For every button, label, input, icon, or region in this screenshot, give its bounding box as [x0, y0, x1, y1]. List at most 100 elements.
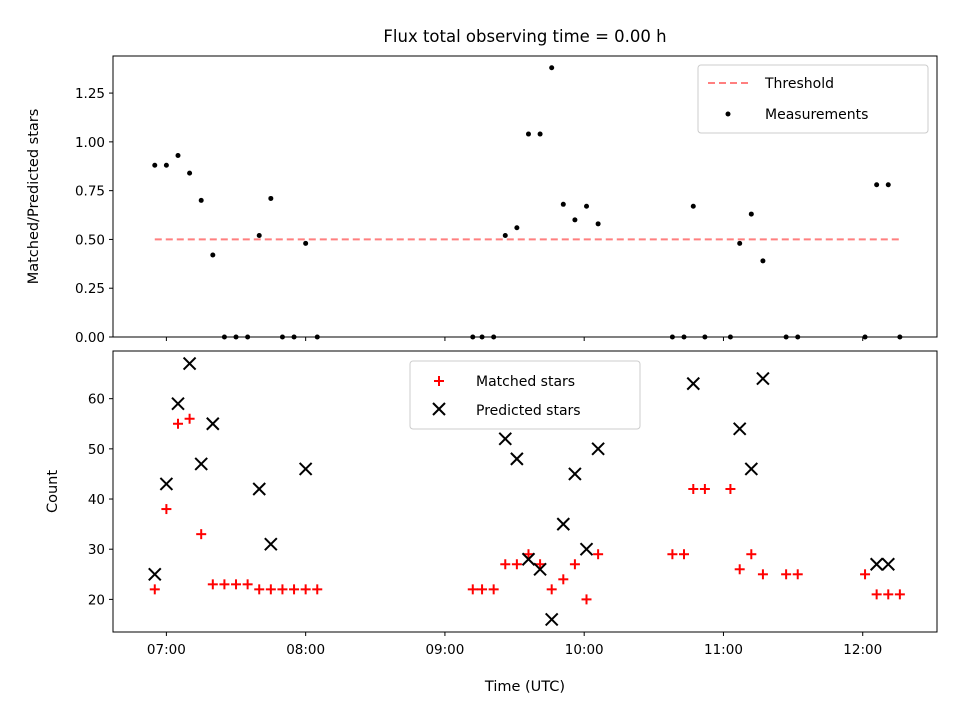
- predicted-star-point: [869, 557, 884, 571]
- matched-star-point: [678, 549, 689, 560]
- predicted-star-point: [159, 477, 174, 491]
- bottom-legend: Matched stars Predicted stars: [409, 360, 641, 430]
- predicted-star-point: [556, 517, 571, 531]
- legend-threshold-label: Threshold: [764, 76, 834, 92]
- predicted-star-point: [533, 562, 547, 576]
- bottom-y-tick-label: 40: [88, 492, 105, 508]
- matched-star-point: [207, 579, 218, 590]
- matched-star-point: [569, 559, 580, 570]
- predicted-star-point: [544, 612, 559, 627]
- matched-star-point: [477, 584, 488, 595]
- bottom-y-axis-label: Count: [45, 470, 61, 513]
- bottom-x-tick-label: 10:00: [565, 642, 604, 658]
- bottom-y-tick-label: 30: [88, 542, 105, 558]
- top-y-axis-label: Matched/Predicted stars: [26, 109, 42, 285]
- bottom-y-tick-label: 20: [88, 592, 105, 608]
- legend-measurements-swatch: [725, 111, 731, 117]
- matched-star-point: [894, 589, 905, 600]
- matched-star-point: [172, 418, 183, 429]
- measurement-point: [210, 252, 216, 258]
- matched-star-point: [688, 483, 699, 494]
- matched-star-point: [523, 549, 534, 560]
- matched-star-point: [231, 579, 242, 590]
- measurement-point: [525, 131, 531, 137]
- matched-star-point: [277, 584, 288, 595]
- top-y-tick-label: 0.50: [75, 232, 105, 248]
- legend-predicted-label: Predicted stars: [476, 403, 581, 419]
- matched-star-point: [860, 569, 871, 580]
- measurement-point: [175, 153, 181, 159]
- predicted-star-point: [182, 356, 197, 371]
- measurement-point: [885, 182, 891, 188]
- matched-star-point: [581, 594, 592, 605]
- bottom-plot-data: [148, 356, 905, 627]
- matched-star-point: [558, 574, 569, 585]
- measurement-point: [198, 197, 204, 203]
- matched-star-point: [757, 569, 768, 580]
- measurement-point: [760, 258, 766, 264]
- measurement-point: [874, 182, 880, 188]
- legend-measurements-label: Measurements: [765, 107, 868, 123]
- predicted-star-point: [264, 537, 278, 551]
- predicted-star-point: [686, 376, 700, 391]
- matched-star-point: [312, 584, 323, 595]
- matched-star-point: [254, 584, 265, 595]
- legend-matched-label: Matched stars: [476, 374, 575, 390]
- measurement-point: [690, 203, 696, 209]
- measurement-point: [549, 65, 555, 71]
- matched-star-point: [725, 483, 736, 494]
- predicted-star-point: [171, 396, 185, 411]
- legend-matched-swatch: [434, 376, 444, 386]
- matched-star-point: [488, 584, 499, 595]
- measurement-point: [303, 240, 309, 246]
- top-y-tick-label: 0.75: [75, 184, 105, 200]
- predicted-star-point: [510, 452, 524, 466]
- matched-star-point: [699, 483, 710, 494]
- matched-star-point: [500, 559, 511, 570]
- measurement-point: [737, 240, 743, 246]
- bottom-axes-frame: [112, 350, 938, 633]
- top-y-tick-label: 0.00: [75, 330, 105, 346]
- top-y-tick-label: 0.25: [75, 281, 105, 297]
- bottom-x-axis-label: Time (UTC): [484, 679, 565, 695]
- measurement-point: [187, 170, 193, 176]
- matched-star-point: [746, 549, 757, 560]
- matched-star-point: [265, 584, 276, 595]
- matched-star-point: [535, 559, 546, 570]
- bottom-x-tick-label: 12:00: [843, 642, 882, 658]
- bottom-panel: 20 30 40 50 60 07:00 08:00 09:00 10:00 11:00 12:0…: [45, 350, 938, 695]
- predicted-star-point: [194, 457, 208, 471]
- predicted-star-point: [744, 462, 759, 476]
- top-x-ticks: [165, 337, 864, 341]
- top-legend: Threshold Measurements: [697, 64, 929, 134]
- predicted-star-point: [521, 552, 536, 566]
- matched-star-point: [242, 579, 253, 590]
- measurement-point: [584, 203, 590, 209]
- measurement-point: [537, 131, 543, 137]
- predicted-star-point: [298, 462, 313, 476]
- matched-star-point: [289, 584, 300, 595]
- predicted-star-point: [591, 442, 605, 456]
- measurement-point: [502, 233, 508, 239]
- predicted-star-point: [881, 557, 895, 571]
- bottom-y-tick-label: 50: [88, 442, 105, 458]
- matched-star-point: [161, 504, 172, 515]
- predicted-star-point: [252, 482, 266, 496]
- matched-star-point: [546, 584, 557, 595]
- measurement-point: [748, 211, 754, 217]
- bottom-x-tick-label: 09:00: [425, 642, 464, 658]
- predicted-star-point: [206, 417, 220, 431]
- matched-star-point: [511, 559, 522, 570]
- matched-star-point: [184, 413, 195, 424]
- bottom-y-ticks: 20 30 40 50 60: [88, 392, 113, 608]
- matched-star-point: [871, 589, 882, 600]
- predicted-star-point: [498, 432, 512, 446]
- top-panel: 0.00 0.25 0.50 0.75 1.00 1.25 Matched/Predict…: [26, 55, 938, 346]
- matched-star-point: [219, 579, 230, 590]
- top-y-tick-label: 1.25: [75, 86, 105, 102]
- bottom-legend-box: [409, 360, 641, 430]
- predicted-star-point: [732, 422, 747, 436]
- matched-star-point: [196, 529, 207, 540]
- measurement-point: [595, 221, 601, 227]
